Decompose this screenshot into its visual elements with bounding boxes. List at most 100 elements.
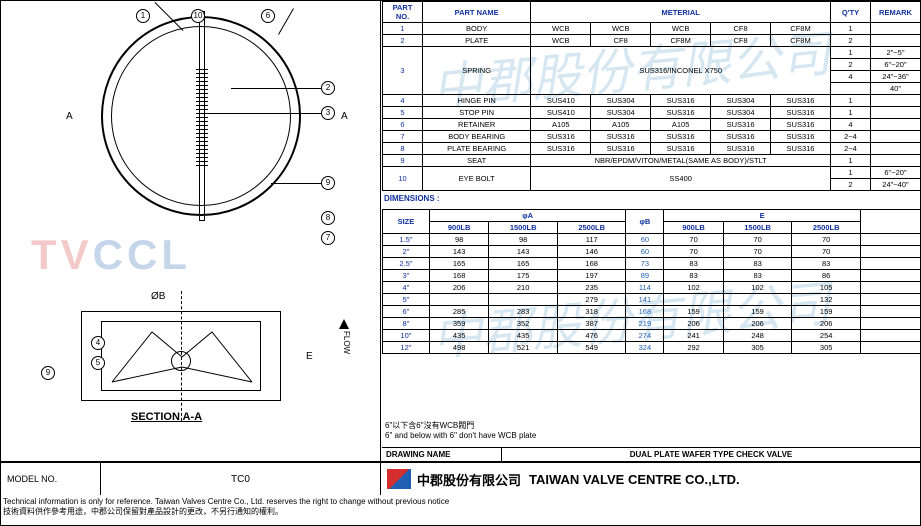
dim-e: 102: [723, 282, 792, 294]
dim-e: 305: [723, 342, 792, 354]
mat-cell: A105: [651, 119, 711, 131]
dim-hdr-e: E: [664, 210, 861, 222]
remark: 2"~5": [871, 47, 921, 59]
part-no: 3: [383, 47, 423, 95]
dim-a: 359: [429, 318, 489, 330]
qty: 1: [831, 107, 871, 119]
callout-9b: 9: [41, 366, 55, 380]
remark: [871, 131, 921, 143]
part-no: 6: [383, 119, 423, 131]
part-name: HINGE PIN: [423, 95, 531, 107]
dim-a: 117: [557, 234, 626, 246]
mat-cell: WCB: [651, 23, 711, 35]
callout-5: 5: [91, 356, 105, 370]
dim-hdr-blank: [861, 210, 921, 234]
remark: [871, 35, 921, 47]
mat-cell: CF8: [711, 23, 771, 35]
dim-a: 235: [557, 282, 626, 294]
dim-size: 12": [383, 342, 430, 354]
dim-a: [489, 294, 558, 306]
dim-a: 285: [429, 306, 489, 318]
dim-b: 324: [626, 342, 664, 354]
part-name: EYE BOLT: [423, 167, 531, 191]
disclaimer-cn: 技術資料供作參考用途，中郡公司保留對產品設計的更改，不另行通知的權利。: [3, 507, 449, 517]
mat-cell: SUS316: [531, 131, 591, 143]
part-no: 1: [383, 23, 423, 35]
company-logo-icon: [387, 469, 411, 489]
dim-e: 292: [664, 342, 724, 354]
qty: 2~4: [831, 143, 871, 155]
dim-a: 143: [489, 246, 558, 258]
hdr-material: METERIAL: [531, 2, 831, 23]
drawing-name-label: DRAWING NAME: [382, 448, 502, 461]
mat-cell: SUS304: [591, 107, 651, 119]
leader: [231, 88, 321, 89]
dim-size: 3": [383, 270, 430, 282]
title-block: MODEL NO. TC0 中郡股份有限公司 TAIWAN VALVE CENT…: [1, 461, 920, 495]
remark: 24"~40": [871, 179, 921, 191]
mat-cell: SUS316: [771, 143, 831, 155]
dim-blank: [861, 342, 921, 354]
watermark-tv: TV: [31, 231, 93, 278]
dim-e: 159: [792, 306, 861, 318]
drawing-page: 1 10 6 2 3 9 8 7 A A TVCCL ØB: [0, 0, 921, 526]
section-view: ØB 4 5 9 E FLOW SECTION A-A: [31, 281, 331, 431]
disclaimer-en: Technical information is only for refere…: [3, 497, 449, 507]
dim-e: 105: [792, 282, 861, 294]
top-view-diagram: 1 10 6 2 3 9 8 7 A A: [21, 11, 361, 261]
dim-e: 70: [664, 246, 724, 258]
dim-size: 6": [383, 306, 430, 318]
qty: 1: [831, 23, 871, 35]
dim-a: 210: [489, 282, 558, 294]
dim-a: 146: [557, 246, 626, 258]
section-label: SECTION A-A: [131, 411, 202, 423]
disclaimer: Technical information is only for refere…: [3, 497, 449, 516]
title-right: 中郡股份有限公司 TAIWAN VALVE CENTRE CO.,LTD.: [381, 463, 920, 495]
dim-e: 70: [792, 246, 861, 258]
dim-a: 165: [429, 258, 489, 270]
mat-cell: SUS316: [771, 95, 831, 107]
model-value: TC0: [101, 474, 380, 485]
dimensions-table: SIZE φA φB E 900LB 1500LB 2500LB 900LB 1…: [382, 209, 921, 354]
dim-a: 197: [557, 270, 626, 282]
mat-cell: CF8M: [771, 35, 831, 47]
hdr-partname: PART NAME: [423, 2, 531, 23]
dim-e: 70: [723, 234, 792, 246]
dim-e: 206: [664, 318, 724, 330]
mat-cell: SUS316: [711, 131, 771, 143]
parts-table: PART NO. PART NAME METERIAL Q'TY REMARK …: [382, 1, 921, 191]
mat-cell: SUS304: [711, 95, 771, 107]
watermark-ccl: CCL: [93, 231, 191, 278]
dim-sub-e3: 2500LB: [792, 222, 861, 234]
spring-graphic: [196, 66, 208, 166]
part-no: 7: [383, 131, 423, 143]
dim-blank: [861, 330, 921, 342]
mat-cell: SUS316: [771, 119, 831, 131]
remark: 40": [871, 83, 921, 95]
dim-a: 175: [489, 270, 558, 282]
dim-e: 241: [664, 330, 724, 342]
remark: 24"~36": [871, 71, 921, 83]
dim-sub-e1: 900LB: [664, 222, 724, 234]
callout-4: 4: [91, 336, 105, 350]
dim-e: 83: [792, 258, 861, 270]
dim-a-left: A: [66, 111, 73, 122]
callout-10: 10: [191, 9, 205, 23]
part-name: RETAINER: [423, 119, 531, 131]
remark: [871, 155, 921, 167]
title-left: MODEL NO. TC0: [1, 463, 381, 495]
mat-cell: SUS316: [531, 143, 591, 155]
dim-a: 279: [557, 294, 626, 306]
dim-blank: [861, 258, 921, 270]
part-name: BODY BEARING: [423, 131, 531, 143]
mat-cell: SUS316: [651, 95, 711, 107]
leader: [271, 183, 321, 184]
mat-cell: CF8M: [651, 35, 711, 47]
dim-a: 168: [429, 270, 489, 282]
part-no: 5: [383, 107, 423, 119]
dim-a: 435: [429, 330, 489, 342]
dim-a: 476: [557, 330, 626, 342]
note-cn: 6"以下含6"沒有WCB閥門: [385, 421, 536, 431]
dim-blank: [861, 318, 921, 330]
dim-a: [429, 294, 489, 306]
